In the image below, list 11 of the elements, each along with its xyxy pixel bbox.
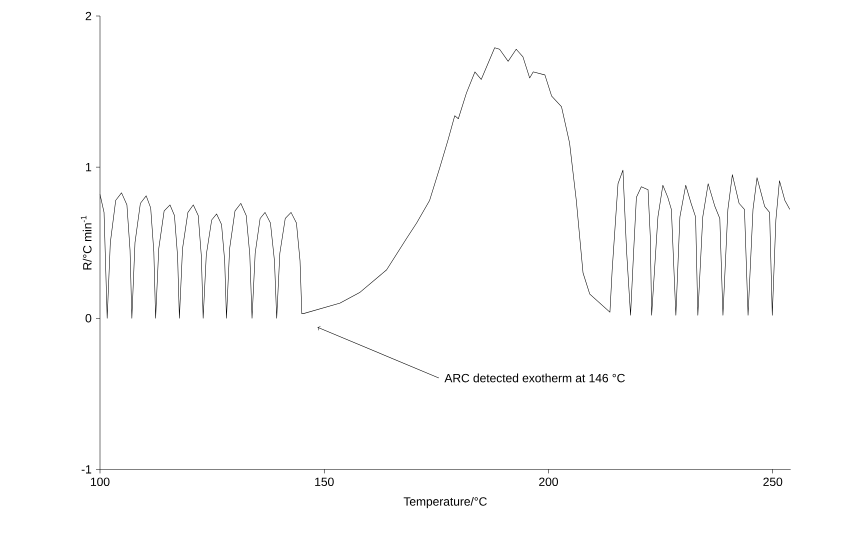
x-tick-label: 150 xyxy=(315,477,334,486)
y-tick-label: -1 xyxy=(82,465,92,474)
x-tick-label: 100 xyxy=(90,477,110,486)
annotation: ARC detected exotherm at 146 °C xyxy=(444,373,625,382)
y-tick-label: 0 xyxy=(86,314,92,322)
x-tick-label: 250 xyxy=(763,477,782,486)
y-tick-label: 1 xyxy=(86,162,92,172)
x-tick-label: 200 xyxy=(539,477,558,486)
x-axis-title: Temperature/°C xyxy=(404,496,487,508)
y-tick-label: 2 xyxy=(86,12,92,20)
y-axis-title: R/°C min$^{-1}$ xyxy=(80,216,92,270)
